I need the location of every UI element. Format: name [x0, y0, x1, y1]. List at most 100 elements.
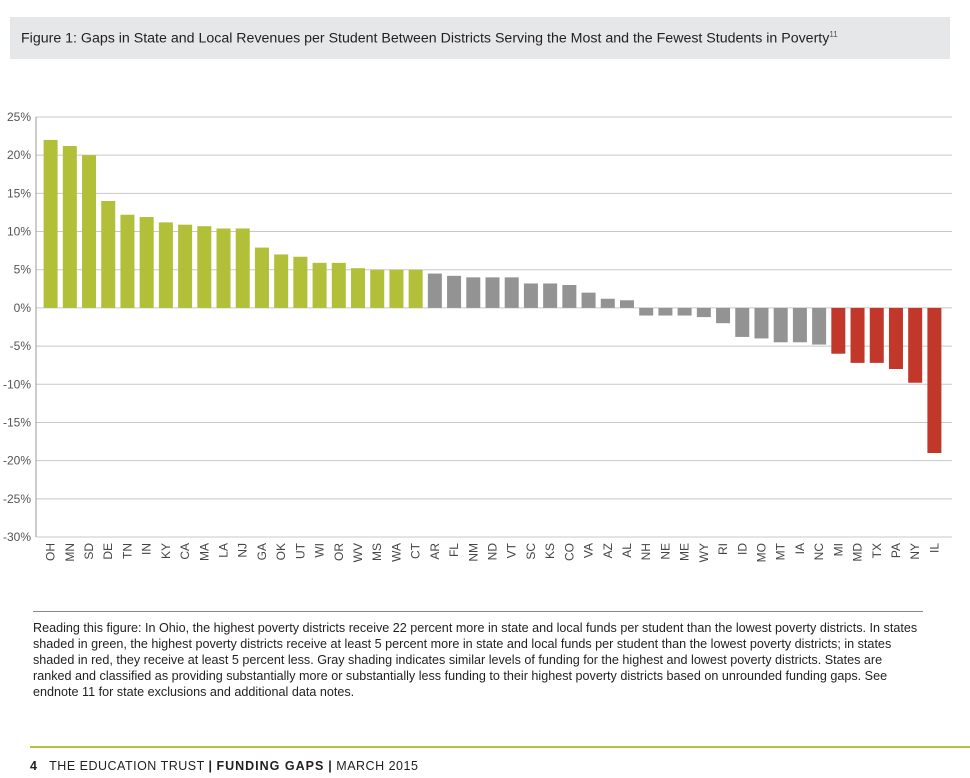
x-tick-label: OK [274, 543, 288, 560]
x-tick-label: WY [697, 543, 711, 562]
bar-mn [62, 146, 77, 308]
x-tick-label: AR [428, 543, 442, 560]
x-tick-label: MN [63, 543, 77, 562]
x-tick-label: WI [313, 543, 327, 558]
bar-nj [235, 228, 250, 308]
bar-id [735, 307, 750, 337]
report-date: MARCH 2015 [336, 759, 419, 773]
x-tick-label: TN [120, 543, 134, 559]
bar-ri [716, 307, 731, 324]
bar-sd [82, 155, 97, 308]
x-tick-label: KS [543, 543, 557, 559]
reading-note: Reading this figure: In Ohio, the highes… [33, 611, 923, 700]
x-tick-label: WA [389, 543, 403, 562]
bar-fl [447, 275, 462, 308]
x-tick-label: NE [658, 543, 672, 560]
bar-il [927, 307, 942, 453]
y-tick-label: 5% [14, 263, 32, 277]
x-tick-label: PA [889, 543, 903, 558]
bar-ia [792, 307, 807, 343]
bar-ok [274, 254, 289, 308]
separator: | [328, 759, 333, 773]
bar-de [101, 201, 116, 308]
x-tick-label: MS [370, 543, 384, 561]
bar-nc [812, 307, 827, 345]
bar-ky [158, 222, 173, 308]
x-tick-label: RI [716, 543, 730, 555]
x-tick-label: TX [870, 543, 884, 558]
x-tick-label: OH [44, 543, 58, 561]
y-tick-label: -10% [3, 377, 31, 391]
report-name: FUNDING GAPS [216, 759, 325, 773]
bar-wa [389, 269, 404, 308]
x-tick-label: VA [582, 543, 596, 558]
x-tick-label: MA [197, 543, 211, 561]
bar-nd [485, 277, 500, 308]
bar-nh [639, 307, 654, 316]
x-tick-label: CO [562, 543, 576, 561]
bar-tx [869, 307, 884, 363]
x-tick-label: FL [447, 543, 461, 557]
y-tick-label: 25% [7, 110, 31, 124]
x-tick-label: ID [735, 543, 749, 555]
x-tick-label: SD [82, 543, 96, 560]
bar-mo [754, 307, 769, 339]
bar-ny [908, 307, 923, 383]
bar-wv [351, 268, 366, 308]
x-tick-label: AL [620, 543, 634, 558]
y-tick-label: 20% [7, 148, 31, 162]
footer: 4 THE EDUCATION TRUST | FUNDING GAPS | M… [30, 759, 418, 773]
x-tick-label: NH [639, 543, 653, 560]
y-tick-label: 10% [7, 225, 31, 239]
bar-me [677, 307, 692, 316]
bar-chart: 25% 20% 15% 10% 5% 0% -5% -10% -15% -20% -25% -30% O… [3, 110, 952, 562]
y-tick-label: -25% [3, 492, 31, 506]
y-tick-label: -30% [3, 530, 31, 544]
bar-ut [293, 256, 308, 308]
bar-mt [773, 307, 788, 343]
x-tick-label: AZ [601, 543, 615, 558]
bar-ks [543, 283, 558, 308]
separator: | [208, 759, 213, 773]
footer-divider [30, 746, 970, 748]
x-tick-label: IA [793, 543, 807, 554]
y-tick-label: -15% [3, 415, 31, 429]
x-tick-label: MD [851, 543, 865, 562]
bar-ne [658, 307, 673, 316]
bar-ma [197, 226, 212, 308]
x-tick-label: NC [812, 543, 826, 561]
x-tick-label: IL [927, 543, 941, 553]
x-tick-label: NJ [236, 543, 250, 558]
x-tick-label: UT [293, 542, 307, 559]
x-tick-label: CT [409, 542, 423, 559]
x-tick-label: NY [908, 543, 922, 560]
bar-va [581, 292, 596, 308]
bar-in [139, 217, 154, 308]
bar-mi [831, 307, 846, 354]
bar-md [850, 307, 865, 363]
bar-ga [254, 247, 269, 308]
endnote-ref: 11 [829, 30, 838, 39]
y-tick-label: -5% [10, 339, 32, 353]
y-tick-label: -20% [3, 454, 31, 468]
x-tick-label: WV [351, 543, 365, 562]
x-tick-label: MI [831, 543, 845, 556]
x-tick-label: SC [524, 543, 538, 560]
bar-sc [523, 283, 538, 308]
y-tick-label: 0% [14, 301, 32, 315]
x-tick-label: GA [255, 543, 269, 560]
bar-ct [408, 269, 423, 308]
bar-la [216, 228, 231, 308]
x-tick-label: KY [159, 543, 173, 559]
bar-ca [178, 224, 193, 308]
bar-wy [696, 307, 711, 318]
bar-ms [370, 269, 385, 308]
bar-nm [466, 277, 481, 308]
bar-az [600, 298, 615, 308]
bar-oh [43, 139, 58, 308]
x-tick-label: LA [217, 543, 231, 558]
y-tick-label: 15% [7, 186, 31, 200]
bar-wi [312, 262, 327, 308]
bar-ar [427, 273, 442, 308]
bar-pa [888, 307, 903, 369]
